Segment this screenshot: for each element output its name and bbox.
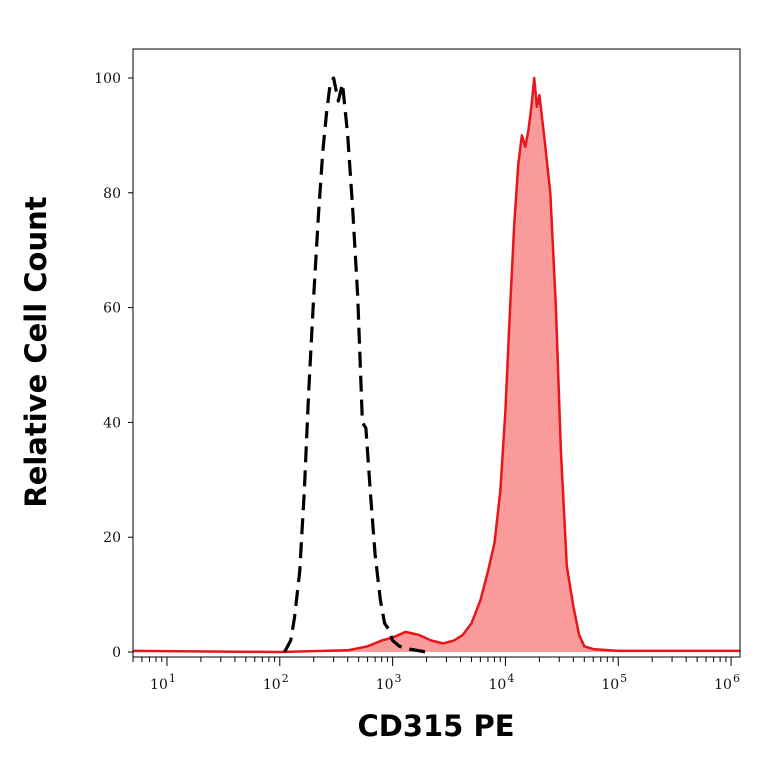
x-tick-label: 102	[263, 672, 289, 693]
x-tick-label: 101	[150, 672, 176, 693]
x-tick-label: 106	[714, 672, 740, 693]
y-axis-title: Relative Cell Count	[19, 196, 53, 507]
series-line-dashed	[283, 76, 427, 654]
x-axis-ticks: 101 102 103 104 105 106	[132, 657, 740, 693]
series-line-filled	[132, 76, 740, 654]
y-tick-label: 20	[103, 530, 121, 546]
y-tick-label: 100	[94, 71, 121, 87]
y-tick-label: 60	[103, 301, 121, 317]
y-tick-label: 0	[112, 645, 121, 661]
plot-frame	[132, 48, 741, 658]
y-tick-label: 40	[103, 415, 121, 431]
x-tick-label: 104	[489, 672, 515, 693]
x-axis-title: CD315 PE	[357, 709, 514, 743]
x-tick-label: 103	[376, 672, 402, 693]
y-axis-ticks: 0 20 40 60 80 100	[94, 71, 133, 661]
x-tick-label: 105	[601, 672, 627, 693]
y-tick-label: 80	[103, 186, 121, 202]
plot-area	[132, 76, 740, 654]
